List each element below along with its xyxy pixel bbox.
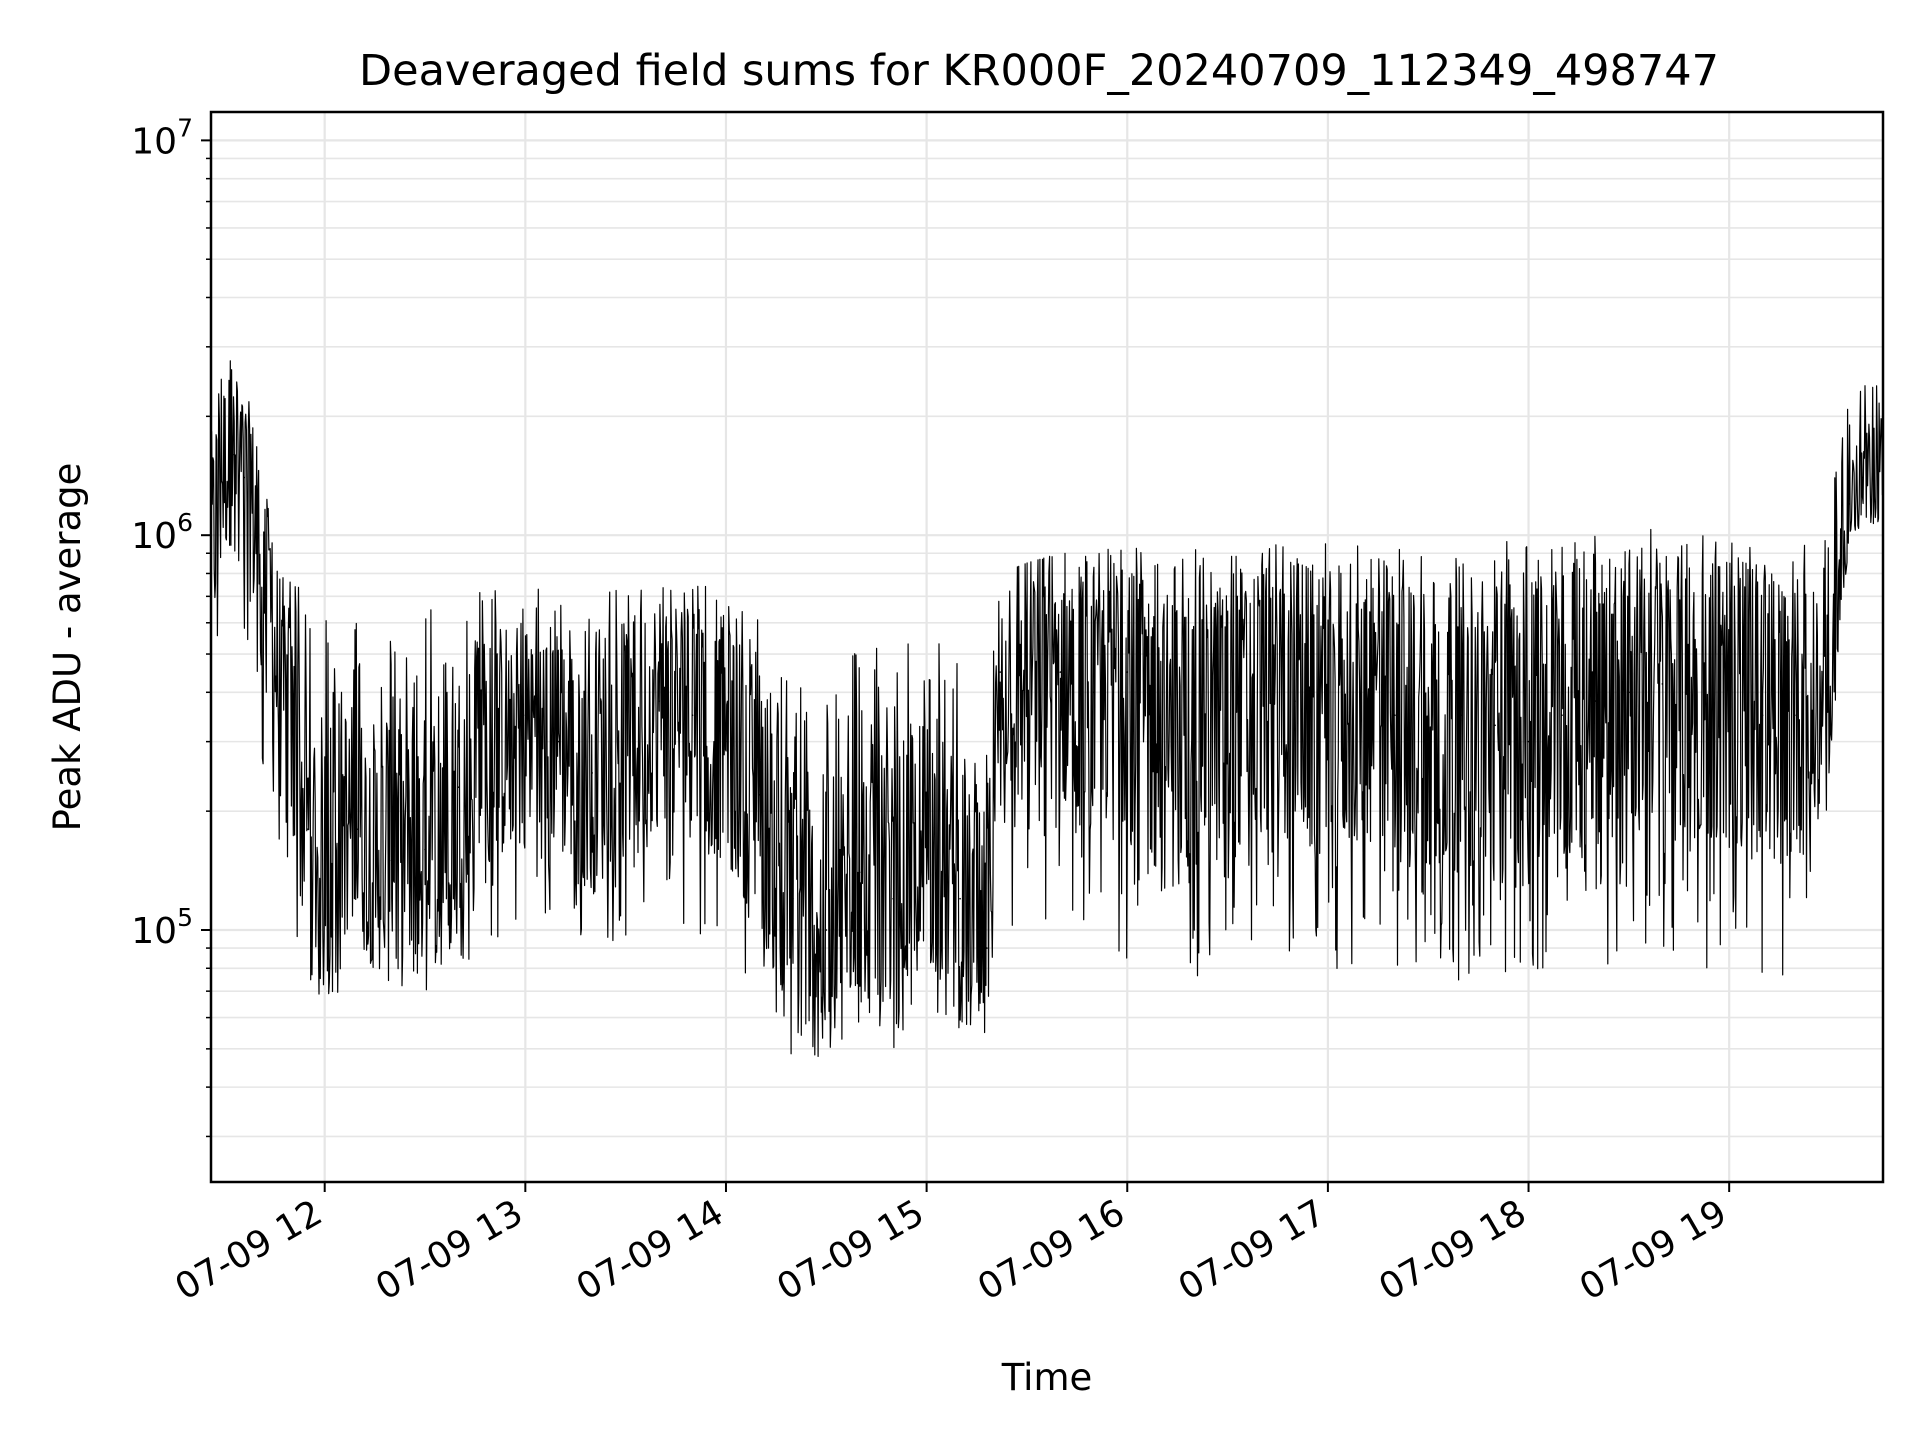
data-point (1848, 503, 1851, 505)
y-tick-label: 107 (131, 113, 193, 162)
data-point (1594, 700, 1597, 702)
data-point (986, 947, 988, 949)
data-point (959, 897, 961, 900)
y-tick-base: 10 (131, 516, 177, 557)
y-tick-base: 10 (131, 121, 177, 162)
x-axis-label: Time (1001, 1356, 1093, 1399)
data-point (792, 897, 794, 900)
data-point (243, 476, 246, 479)
data-point (1828, 714, 1831, 716)
data-point (1527, 740, 1530, 743)
data-point (1260, 691, 1262, 694)
y-axis-label: Peak ADU - average (46, 463, 89, 832)
data-point (1862, 476, 1864, 479)
data-point (1460, 714, 1463, 716)
data-point (323, 859, 326, 862)
data-point (1360, 691, 1363, 694)
y-tick-exponent: 7 (177, 113, 193, 142)
data-point (424, 848, 426, 851)
data-point (491, 752, 493, 755)
y-tick-exponent: 5 (177, 903, 193, 932)
data-point (925, 828, 928, 830)
data-point (273, 653, 276, 655)
data-point (1628, 691, 1630, 694)
data-point (1394, 714, 1396, 716)
data-point (257, 534, 259, 536)
data-point (1561, 714, 1563, 716)
plot-frame (209, 110, 1885, 1184)
data-point (999, 671, 1001, 673)
data-point (1661, 683, 1664, 685)
data-point (658, 700, 660, 702)
data-point (1193, 729, 1195, 732)
data-point (1226, 714, 1229, 716)
data-point (558, 740, 560, 743)
data-point (858, 871, 861, 874)
data-point (725, 740, 727, 743)
data-point (1427, 740, 1429, 743)
chart-title: Deaveraged field sums for KR000F_2024070… (359, 46, 1719, 96)
series-line (210, 360, 1884, 1057)
data-point (340, 810, 343, 812)
data-point (624, 740, 627, 743)
data-point (1327, 724, 1329, 727)
y-tick-label: 105 (131, 903, 193, 952)
data-point (1059, 671, 1062, 673)
data-point (1159, 740, 1162, 743)
data-point (223, 464, 226, 467)
data-point (1093, 691, 1095, 694)
data-point (1838, 595, 1841, 598)
data-point (357, 828, 359, 830)
data-point (758, 794, 761, 796)
data-point (307, 828, 309, 830)
data-point (390, 859, 393, 862)
data-point (524, 714, 527, 716)
data-point (1728, 691, 1730, 694)
data-point (290, 740, 293, 743)
data-point (1293, 700, 1296, 702)
y-tick-label: 106 (131, 508, 193, 557)
data-point (1126, 671, 1129, 673)
data-point (233, 453, 236, 456)
y-tick-exponent: 6 (177, 508, 193, 537)
data-point (1795, 714, 1797, 716)
data-point (1494, 724, 1496, 727)
data-point (1761, 714, 1764, 716)
data-point (691, 714, 694, 716)
data-point (1694, 700, 1697, 702)
data-point (892, 897, 894, 900)
data-point (1026, 653, 1028, 655)
y-tick-base: 10 (131, 911, 177, 952)
data-point (591, 772, 593, 774)
data-point (457, 786, 460, 788)
data-point (825, 929, 828, 931)
